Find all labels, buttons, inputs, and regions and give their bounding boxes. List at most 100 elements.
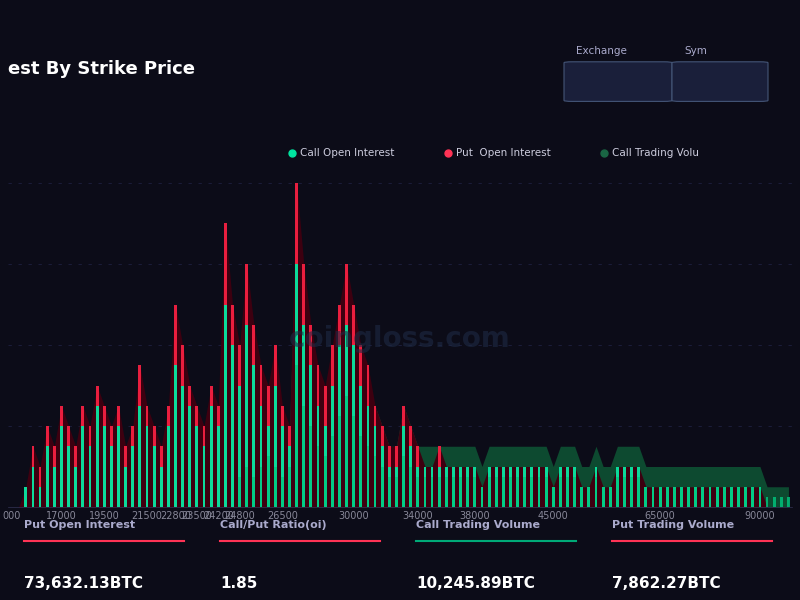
Bar [651, 487, 654, 507]
Bar [466, 476, 469, 507]
Bar [246, 325, 248, 507]
Text: Call Trading Volume: Call Trading Volume [416, 520, 540, 530]
Bar [666, 487, 669, 507]
Bar [124, 467, 127, 507]
Bar [559, 476, 562, 507]
Bar [202, 426, 206, 507]
Bar [751, 487, 754, 507]
Bar [658, 487, 662, 507]
Bar [673, 487, 676, 507]
Bar [53, 467, 56, 507]
Bar [623, 467, 626, 507]
Bar [680, 487, 683, 507]
Bar [530, 467, 534, 507]
Bar [730, 487, 733, 507]
Bar [680, 487, 683, 507]
Bar [645, 487, 647, 507]
Bar [423, 476, 426, 507]
Bar [645, 487, 647, 507]
Bar [716, 487, 718, 507]
Bar [210, 406, 213, 507]
Bar [60, 426, 63, 507]
Bar [238, 476, 241, 507]
Bar [410, 426, 412, 507]
Bar [787, 497, 790, 507]
Bar [651, 487, 654, 507]
Bar [231, 345, 234, 507]
Bar [160, 467, 162, 507]
Bar [188, 406, 191, 507]
Bar [231, 304, 234, 507]
Bar [538, 467, 541, 507]
Bar [253, 325, 255, 507]
Bar [758, 487, 762, 507]
Bar [288, 446, 291, 507]
Bar [594, 467, 598, 507]
Bar [709, 487, 711, 507]
Bar [623, 467, 626, 507]
Bar [67, 446, 70, 507]
Bar [630, 476, 633, 507]
Bar [516, 476, 519, 507]
Bar [702, 487, 704, 507]
Bar [609, 487, 612, 507]
Bar [538, 467, 541, 507]
Bar [502, 476, 505, 507]
Bar [181, 345, 184, 507]
Bar [445, 467, 448, 507]
Bar [423, 467, 426, 507]
Bar [138, 406, 142, 507]
Bar [516, 467, 519, 507]
Bar [359, 345, 362, 507]
Text: Put Trading Volume: Put Trading Volume [612, 520, 734, 530]
Bar [217, 426, 220, 507]
Bar [317, 365, 319, 507]
Bar [730, 487, 733, 507]
Bar [530, 476, 534, 507]
Bar [96, 385, 98, 507]
Bar [530, 467, 534, 507]
Bar [694, 487, 698, 507]
Bar [623, 476, 626, 507]
Bar [102, 406, 106, 507]
Bar [438, 446, 441, 507]
Text: BTC: BTC [700, 73, 724, 85]
Bar [331, 345, 334, 507]
Bar [388, 467, 390, 507]
Bar [416, 476, 419, 507]
Text: Put Open Interest: Put Open Interest [24, 520, 135, 530]
Bar [651, 487, 654, 507]
Bar [395, 467, 398, 507]
Text: Call Trading Volu: Call Trading Volu [612, 148, 699, 158]
Bar [366, 365, 370, 507]
Bar [131, 446, 134, 507]
Bar [459, 467, 462, 507]
Bar [174, 365, 177, 507]
Bar [60, 406, 63, 507]
Bar [102, 426, 106, 507]
Bar [438, 467, 441, 507]
Bar [481, 487, 483, 507]
Bar [602, 487, 605, 507]
Bar [452, 467, 455, 507]
Bar [758, 487, 762, 507]
Bar [709, 487, 711, 507]
Bar [687, 487, 690, 507]
Bar [438, 476, 441, 507]
Bar [488, 476, 490, 507]
Bar [658, 487, 662, 507]
Bar [374, 426, 377, 507]
Bar [602, 487, 605, 507]
Bar [630, 467, 633, 507]
Bar [723, 487, 726, 507]
Text: 7,862.27BTC: 7,862.27BTC [612, 575, 721, 590]
Bar [395, 476, 398, 507]
Bar [716, 487, 718, 507]
Bar [281, 426, 284, 507]
Bar [338, 304, 341, 507]
Bar [31, 446, 34, 507]
Bar [266, 457, 270, 507]
Bar [680, 487, 683, 507]
Bar [566, 467, 569, 507]
Bar [302, 264, 306, 507]
